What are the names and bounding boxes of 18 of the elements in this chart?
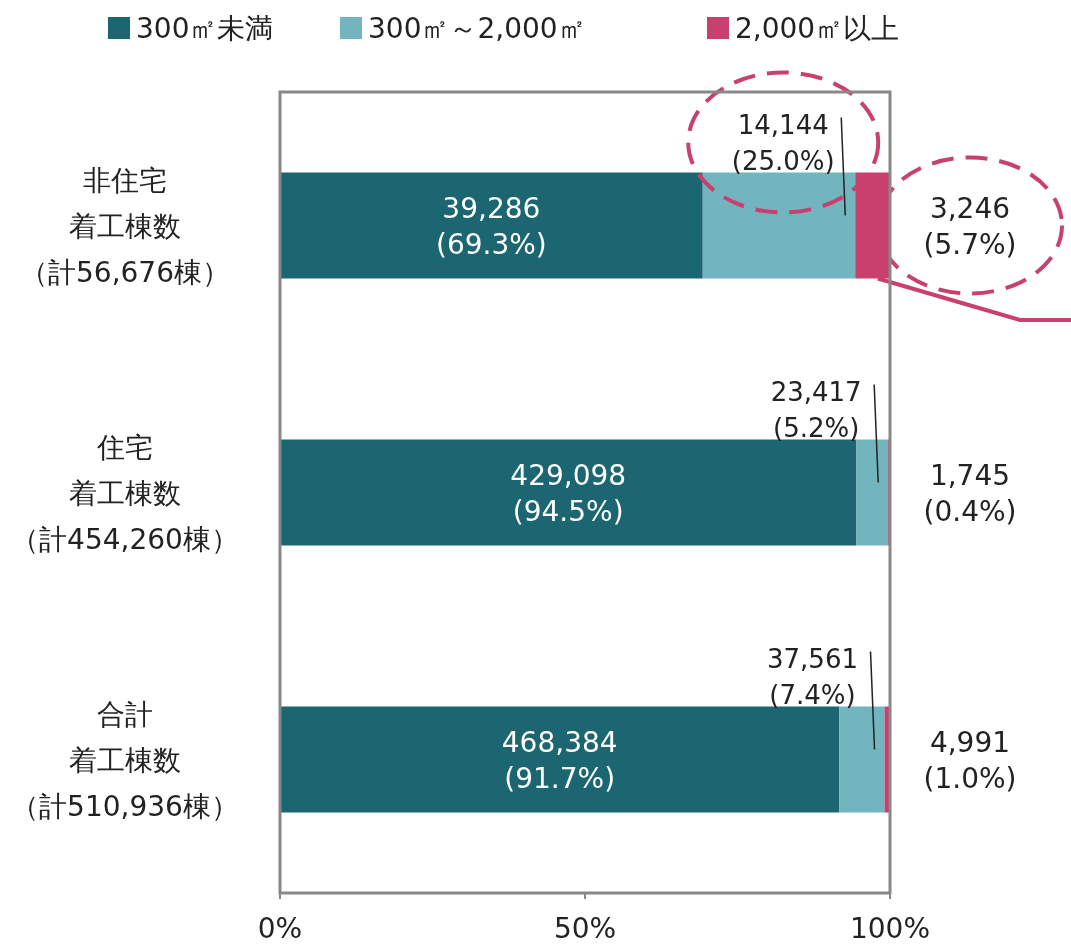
x-tick-label: 0% <box>257 911 303 945</box>
y-tick-label: 住宅着工棟数（計454,260棟） <box>11 430 239 555</box>
data-label: 1,745 (0.4%) <box>923 458 1017 527</box>
data-label: 39,286 (69.3%) <box>435 191 547 260</box>
data-label: 14,144 (25.0%) <box>731 109 835 176</box>
legend-label: 300㎡未満 <box>136 11 274 45</box>
legend-label: 300㎡～2,000㎡ <box>368 11 586 45</box>
data-label: 23,417 (5.2%) <box>770 376 862 443</box>
x-tick-label: 50% <box>553 911 617 945</box>
data-label: 37,561 (7.4%) <box>767 643 858 710</box>
data-label: 3,246 (5.7%) <box>923 191 1017 260</box>
data-label: 468,384 (91.7%) <box>501 725 618 794</box>
y-tick-label: 合計着工棟数（計510,936棟） <box>11 697 239 822</box>
y-tick-label: 非住宅着工棟数（計56,676棟） <box>20 163 230 288</box>
data-label: 429,098 (94.5%) <box>510 458 627 527</box>
legend-label: 2,000㎡以上 <box>735 11 900 45</box>
x-tick-label: 100% <box>849 911 931 945</box>
data-label: 4,991 (1.0%) <box>923 725 1017 794</box>
